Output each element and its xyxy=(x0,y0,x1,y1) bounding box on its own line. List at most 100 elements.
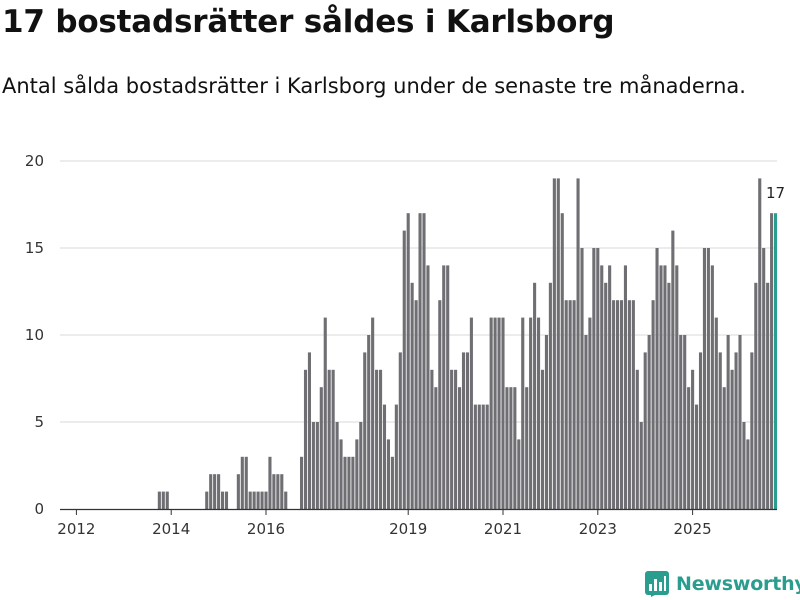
bar xyxy=(363,352,367,509)
bar xyxy=(517,439,521,509)
bar xyxy=(722,387,726,509)
bar-chart: 0 5 10 15 20 17 2012 2014 2016 2019 2021 2023 2025 xyxy=(25,152,785,538)
bar xyxy=(742,422,746,509)
bar xyxy=(406,213,410,509)
x-tick-label: 2023 xyxy=(579,520,617,538)
bar xyxy=(552,178,556,509)
bar xyxy=(438,300,442,509)
bar xyxy=(627,300,631,509)
bar xyxy=(734,352,738,509)
bar xyxy=(730,369,734,509)
bar xyxy=(161,491,165,509)
bar xyxy=(165,491,169,509)
x-tick-label: 2016 xyxy=(247,520,285,538)
bar xyxy=(454,369,458,509)
x-tick-label: 2019 xyxy=(389,520,427,538)
bar xyxy=(540,369,545,509)
bar xyxy=(485,404,489,509)
bar xyxy=(473,404,477,509)
brand-name: Newsworthy xyxy=(676,573,800,595)
bar xyxy=(691,369,695,509)
x-tick-label: 2025 xyxy=(674,520,712,538)
bar-latest xyxy=(774,213,778,509)
bar xyxy=(497,317,501,509)
bar xyxy=(465,352,469,509)
bar xyxy=(651,300,655,509)
bar xyxy=(315,422,319,509)
y-tick-label: 5 xyxy=(34,413,44,431)
x-tick-label: 2021 xyxy=(484,520,522,538)
bar xyxy=(236,474,240,509)
bar xyxy=(157,491,161,509)
bar xyxy=(375,369,379,509)
bar xyxy=(335,422,339,509)
bar xyxy=(616,300,620,509)
bar xyxy=(675,265,679,509)
bar xyxy=(450,369,454,509)
bar xyxy=(394,404,398,509)
bar xyxy=(505,387,509,509)
bar xyxy=(537,317,541,509)
bar xyxy=(702,248,706,509)
bar xyxy=(442,265,446,509)
latest-value-label: 17 xyxy=(766,184,785,202)
bar xyxy=(564,300,568,509)
bar xyxy=(339,439,343,509)
bar xyxy=(260,491,264,509)
bar xyxy=(695,404,699,509)
bar xyxy=(643,352,647,509)
bar xyxy=(390,456,394,509)
bar xyxy=(272,474,276,509)
bar xyxy=(493,317,497,509)
bar xyxy=(726,335,730,509)
chart-subtitle: Antal sålda bostadsrätter i Karlsborg un… xyxy=(2,74,746,98)
bar xyxy=(422,213,426,509)
bar xyxy=(619,300,624,509)
y-tick-label: 20 xyxy=(25,152,44,170)
bar xyxy=(683,335,687,509)
bar xyxy=(525,387,529,509)
bar xyxy=(347,456,351,509)
bar xyxy=(746,439,750,509)
bar xyxy=(706,248,710,509)
bar xyxy=(244,456,248,509)
bar xyxy=(738,335,742,509)
bar xyxy=(663,265,667,509)
bar xyxy=(217,474,221,509)
x-tick-label: 2012 xyxy=(57,520,95,538)
bar xyxy=(576,178,580,509)
newsworthy-logo-icon xyxy=(645,571,669,597)
bar xyxy=(355,439,359,509)
bar xyxy=(655,248,659,509)
bar xyxy=(213,474,217,509)
bar xyxy=(659,265,663,509)
bar xyxy=(414,300,418,509)
bar xyxy=(521,317,525,509)
bar xyxy=(667,282,671,509)
bar xyxy=(458,387,462,509)
bar xyxy=(351,456,355,509)
bar xyxy=(588,317,592,509)
bar xyxy=(600,265,604,509)
bar xyxy=(303,369,308,509)
bar xyxy=(509,387,513,509)
y-tick-label: 10 xyxy=(25,326,44,344)
bar xyxy=(679,335,683,509)
bar xyxy=(766,282,770,509)
bar xyxy=(671,230,675,509)
bar xyxy=(343,456,347,509)
bar xyxy=(770,213,774,509)
bar xyxy=(398,352,402,509)
bar xyxy=(430,369,434,509)
bar xyxy=(209,474,213,509)
bar xyxy=(572,300,576,509)
bar xyxy=(240,456,244,509)
bar xyxy=(698,352,703,509)
bar xyxy=(533,282,537,509)
bar xyxy=(307,352,311,509)
bar xyxy=(623,265,627,509)
bar xyxy=(276,474,280,509)
chart-title: 17 bostadsrätter såldes i Karlsborg xyxy=(2,4,615,40)
brand-logo: Newsworthy xyxy=(645,570,800,598)
bar xyxy=(379,369,383,509)
